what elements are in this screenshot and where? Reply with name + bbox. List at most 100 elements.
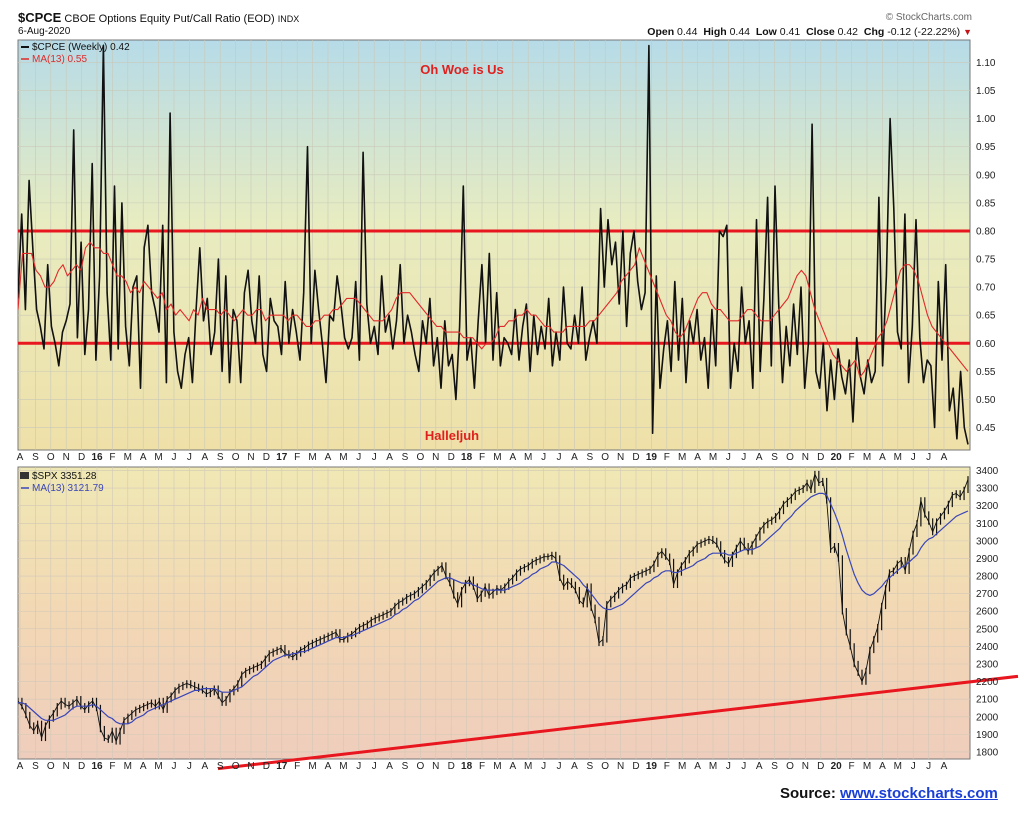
y-tick-label: 2500 (976, 624, 999, 635)
x-tick-label: F (294, 452, 300, 463)
x-tick-label: M (709, 452, 717, 463)
y-tick-label: 2200 (976, 677, 999, 688)
x-tick-label: N (432, 452, 439, 463)
chart-date: 6-Aug-2020 (18, 26, 71, 37)
description: CBOE Options Equity Put/Call Ratio (EOD) (64, 13, 275, 25)
x-tick-label: M (308, 761, 316, 772)
x-tick-label: S (586, 452, 593, 463)
x-tick-label: M (154, 452, 162, 463)
x-tick-label: A (571, 452, 578, 463)
low-value: 0.41 (779, 26, 801, 38)
x-tick-label: A (571, 761, 578, 772)
x-tick-label: D (448, 761, 455, 772)
x-tick-label: A (694, 452, 701, 463)
x-tick-label: O (232, 761, 240, 772)
x-tick-label: J (187, 761, 192, 772)
x-tick-label: J (926, 761, 931, 772)
x-tick-label: F (664, 452, 670, 463)
x-tick-label: M (894, 761, 902, 772)
low-label: Low (755, 26, 777, 38)
x-tick-label: A (325, 452, 332, 463)
x-tick-label: A (201, 761, 208, 772)
x-tick-label: S (402, 761, 409, 772)
x-tick-label: D (448, 452, 455, 463)
x-tick-label: D (78, 452, 85, 463)
x-tick-label: A (17, 761, 24, 772)
x-tick-label: A (941, 761, 948, 772)
x-tick-label: J (741, 452, 746, 463)
high-label: High (703, 26, 727, 38)
x-tick-label: M (493, 761, 501, 772)
x-tick-label: S (32, 452, 39, 463)
x-tick-label: N (247, 452, 254, 463)
x-tick-label: D (263, 452, 270, 463)
x-tick-label: A (879, 761, 886, 772)
top-y-axis: 0.45 0.50 0.55 0.60 0.65 0.70 0.75 0.80 0.85 0.90… (976, 58, 996, 434)
x-tick-label: M (154, 761, 162, 772)
x-tick-label: M (124, 452, 132, 463)
x-tick-label: N (63, 452, 70, 463)
x-tick-label: A (941, 452, 948, 463)
x-tick-label: M (524, 452, 532, 463)
x-tick-label: S (771, 452, 778, 463)
x-tick-label: O (232, 452, 240, 463)
x-tick-label: M (678, 761, 686, 772)
y-tick-label: 1.05 (976, 86, 996, 97)
x-tick-label: M (493, 452, 501, 463)
x-tick-label: A (756, 452, 763, 463)
source-link[interactable]: www.stockcharts.com (840, 785, 998, 802)
x-tick-label: F (294, 761, 300, 772)
annotation-woe: Oh Woe is Us (420, 62, 504, 77)
y-tick-label: 1.00 (976, 114, 996, 125)
legend-top: $CPCE (Weekly) 0.42 MA(13) 0.55 (21, 42, 130, 65)
x-tick-label: 17 (276, 452, 288, 463)
x-tick-label: 17 (276, 761, 288, 772)
bottom-x-axis: A S O N D 16 F M A M J J A S O N D 17 F M A M J J A S O N D 18 F M A M J J A… (17, 761, 948, 772)
x-tick-label: M (308, 452, 316, 463)
x-tick-label: A (386, 452, 393, 463)
bottom-panel-grid (18, 467, 970, 759)
chg-label: Chg (863, 26, 885, 38)
x-tick-label: D (263, 761, 270, 772)
x-tick-label: O (786, 761, 794, 772)
legend-spx-ma: MA(13) 3121.79 (32, 483, 104, 494)
x-tick-label: A (386, 761, 393, 772)
x-tick-label: J (911, 452, 916, 463)
y-tick-label: 2800 (976, 572, 999, 583)
legend-spx: $SPX 3351.28 (32, 471, 97, 482)
spx-series (18, 470, 969, 745)
x-tick-label: N (802, 452, 809, 463)
x-tick-label: N (617, 452, 624, 463)
y-tick-label: 1900 (976, 730, 999, 741)
put-call-series (18, 44, 969, 445)
x-tick-label: J (372, 761, 377, 772)
y-tick-label: 0.95 (976, 142, 996, 153)
y-tick-label: 2100 (976, 695, 999, 706)
x-tick-label: O (601, 761, 609, 772)
spx-ma-line (18, 492, 969, 725)
x-tick-label: A (325, 761, 332, 772)
bottom-panel-bg (17, 466, 971, 760)
chart-header: $CPCE CBOE Options Equity Put/Call Ratio… (18, 10, 299, 25)
x-tick-label: S (402, 452, 409, 463)
legend-cpce: $CPCE (Weekly) 0.42 (32, 42, 130, 53)
x-tick-label: J (172, 452, 177, 463)
y-tick-label: 0.80 (976, 226, 996, 237)
x-tick-label: N (432, 761, 439, 772)
open-value: 0.44 (677, 26, 698, 38)
x-tick-label: 18 (461, 761, 473, 772)
x-tick-label: O (417, 761, 425, 772)
quote-bar: Open 0.44 High 0.44 Low 0.41 Close 0.42 … (647, 26, 972, 38)
x-tick-label: D (78, 761, 85, 772)
x-tick-label: J (356, 452, 361, 463)
x-tick-label: S (771, 761, 778, 772)
source-line: Source: www.stockcharts.com (780, 785, 998, 802)
x-tick-label: A (509, 761, 516, 772)
exchange: INDX (277, 14, 300, 24)
x-tick-label: F (109, 452, 115, 463)
y-tick-label: 2900 (976, 554, 999, 565)
top-panel-grid (18, 40, 970, 450)
y-tick-label: 3200 (976, 501, 999, 512)
source-label: Source: (780, 785, 836, 802)
cpce-line (18, 44, 969, 445)
